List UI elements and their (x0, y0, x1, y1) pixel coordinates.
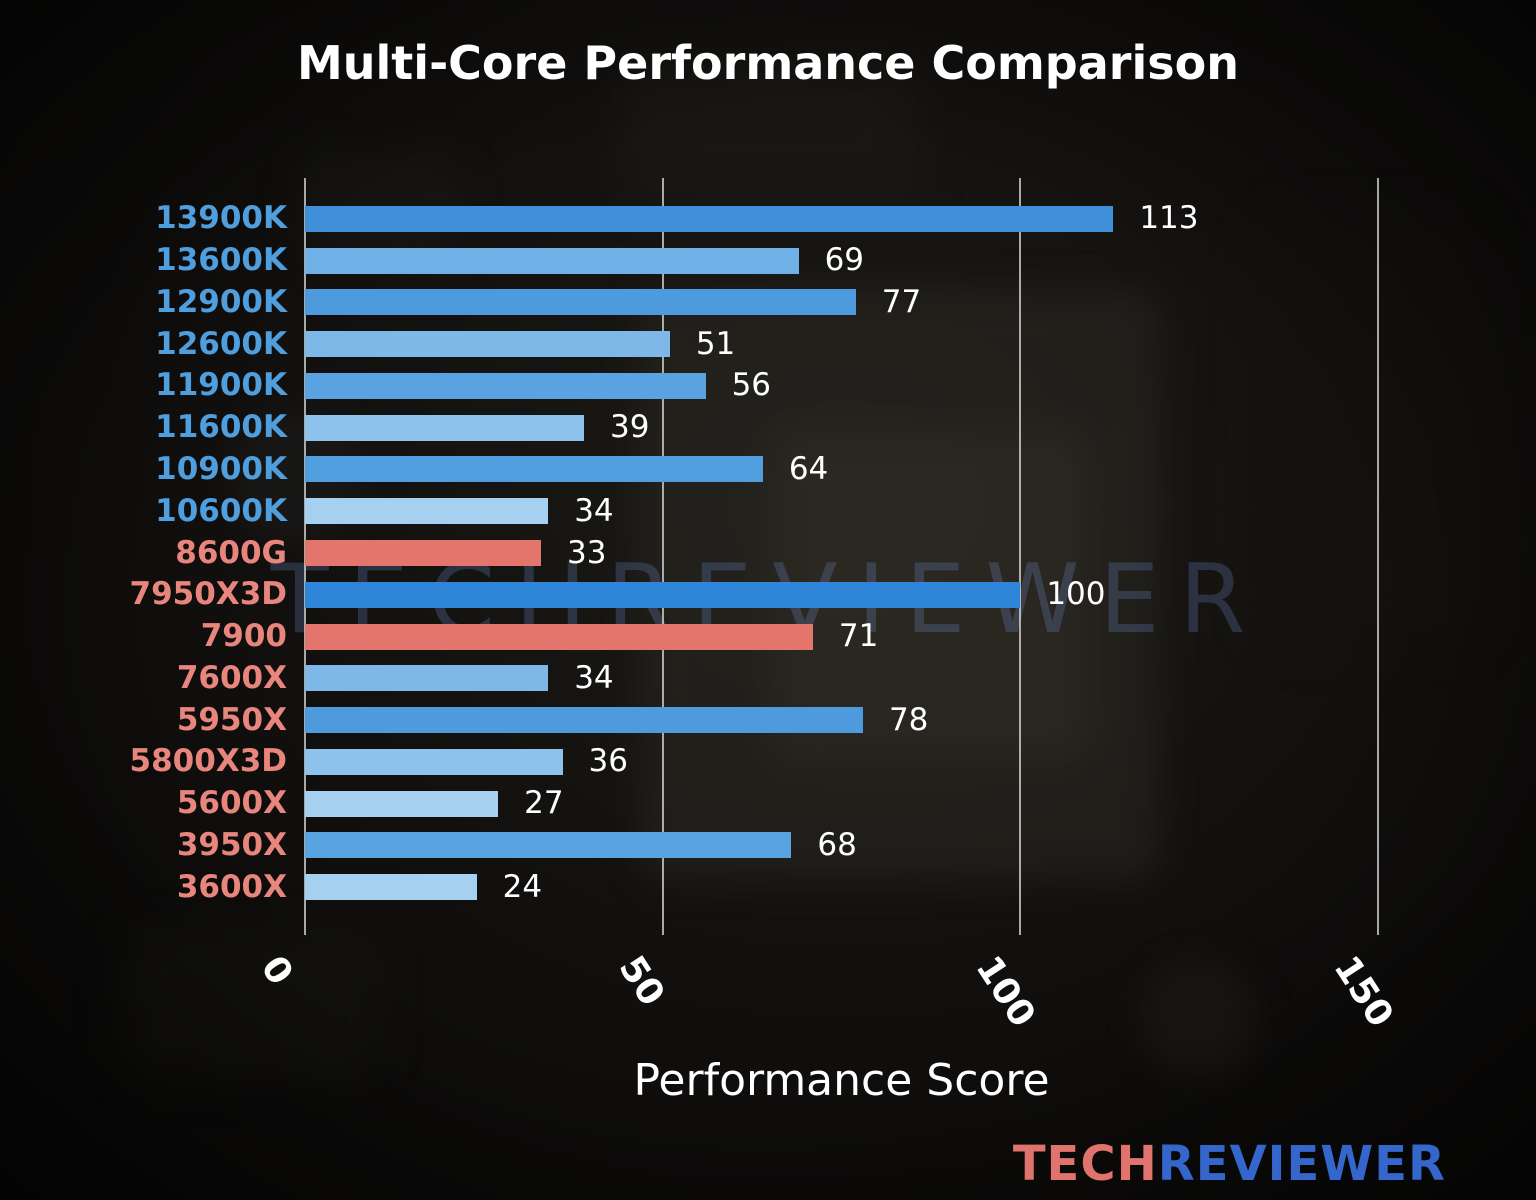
bar (305, 247, 799, 274)
category-label: 10600K (155, 492, 287, 529)
category-label: 8600G (175, 534, 287, 571)
value-label: 34 (574, 659, 614, 696)
chart-row: 13900K 113 (155, 198, 1378, 240)
category-label: 10900K (155, 450, 287, 487)
chart-row: 3950X 68 (177, 824, 1378, 866)
value-label: 69 (824, 242, 865, 279)
value-label: 78 (888, 701, 929, 738)
bar (305, 456, 763, 483)
category-label: 7600X (176, 659, 287, 696)
x-axis-label: Performance Score (633, 1055, 1050, 1106)
category-label: 13600K (155, 242, 287, 279)
chart-row: 10600K 34 (155, 490, 1378, 532)
value-label: 68 (817, 826, 857, 863)
chart-row: 11900K 56 (155, 365, 1378, 407)
gridline (661, 178, 664, 935)
chart-row: 3600X 24 (177, 866, 1378, 908)
chart-row: 5950X 78 (177, 699, 1378, 741)
value-label: 34 (574, 492, 614, 529)
techreviewer-logo: TECHREVIEWER (1013, 1136, 1446, 1192)
chart-row: 8600G 33 (175, 532, 1378, 574)
category-label: 12600K (155, 325, 287, 362)
value-label: 64 (788, 450, 829, 487)
bar (305, 540, 542, 566)
chart-row: 13600K 69 (155, 240, 1378, 282)
bar (305, 498, 549, 525)
value-label: 33 (567, 534, 607, 571)
chart-row: 5600X 27 (177, 783, 1378, 825)
chart-title: Multi-Core Performance Comparison (297, 36, 1239, 90)
category-label: 3600X (176, 868, 287, 905)
chart-row: 12600K 51 (155, 323, 1378, 365)
value-label: 77 (881, 283, 922, 320)
category-label: 7900 (200, 618, 287, 655)
chart-row: 10900K 64 (155, 449, 1378, 491)
category-label: 3950X (176, 826, 287, 863)
chart-row: 12900K 77 (155, 282, 1378, 324)
category-label: 5600X (176, 785, 287, 822)
chart-row: 7600X 34 (177, 657, 1378, 699)
bar (305, 623, 813, 650)
x-tick-label: 50 (610, 949, 672, 1014)
bar (305, 372, 706, 399)
category-label: 12900K (155, 283, 287, 320)
bar (305, 874, 477, 901)
category-label: 11900K (155, 367, 287, 404)
value-label: 113 (1139, 200, 1199, 237)
chart-row: 5800X3D 36 (130, 741, 1378, 783)
logo-tech: TECH (1012, 1136, 1158, 1192)
value-label: 71 (838, 618, 879, 655)
plot-area: 13900K 113 13600K 69 12900K 77 12600K 51 11900K 5… (130, 178, 1401, 1034)
chart-row: 11600K 39 (155, 407, 1378, 449)
gridline (1019, 178, 1022, 935)
bar (305, 707, 863, 734)
category-label: 5950X (176, 701, 287, 738)
bar (305, 414, 584, 441)
chart-row: 7950X3D 100 (130, 574, 1378, 616)
logo-reviewer: REVIEWER (1157, 1136, 1446, 1192)
bar (305, 205, 1114, 232)
bar-rows: 13900K 113 13600K 69 12900K 77 12600K 51 11900K 5… (130, 198, 1378, 908)
bar (305, 790, 499, 817)
x-axis-ticks: 0 50 100 150 (253, 943, 1401, 1063)
bar (305, 832, 792, 859)
value-label: 51 (695, 325, 736, 362)
value-label: 27 (524, 785, 564, 822)
value-label: 56 (731, 367, 772, 404)
bar (305, 665, 549, 692)
x-tick-label: 100 (967, 949, 1044, 1035)
gridline (1377, 178, 1379, 935)
value-label: 24 (502, 868, 543, 905)
category-label: 11600K (155, 409, 287, 446)
chart-row: 7900 71 (201, 616, 1378, 658)
category-label: 7950X3D (129, 576, 287, 613)
category-label: 13900K (155, 200, 287, 237)
value-label: 39 (609, 409, 650, 446)
bar (305, 748, 563, 775)
value-label: 36 (588, 743, 628, 780)
value-label: 100 (1046, 576, 1106, 613)
category-label: 5800X3D (129, 743, 287, 780)
bar (305, 581, 1021, 608)
bar (305, 289, 856, 316)
bar (305, 331, 670, 358)
